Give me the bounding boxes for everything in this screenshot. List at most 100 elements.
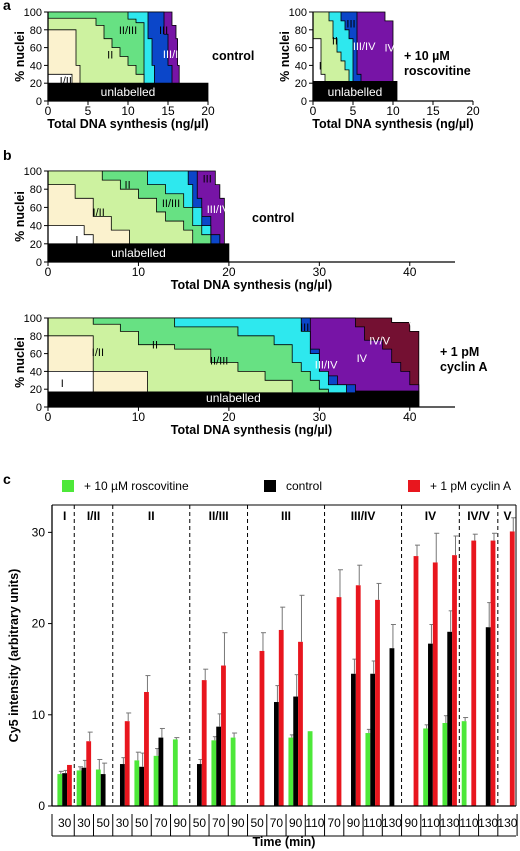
bar-4-2-2	[298, 641, 303, 806]
b-control-xtick-label-3: 30	[313, 265, 327, 279]
a-roscovitine-xtick-label-1: 5	[350, 104, 357, 118]
bar-1-1-0	[95, 769, 101, 806]
bar-2-0-1	[119, 764, 125, 806]
bar-6-1-0	[423, 728, 429, 806]
a-control-unlabelled-label: unlabelled	[101, 85, 156, 99]
bar-6-2-0	[442, 722, 448, 806]
a-control-stage-label-2: II	[107, 50, 113, 62]
bar-2-1-1	[139, 766, 145, 806]
legend-label-1: control	[286, 479, 322, 493]
bar-2-2-1	[158, 737, 164, 806]
time-label-4-2: 90	[289, 816, 303, 830]
a-control-stage-label-4: III	[159, 25, 168, 37]
a-control-ylabel: % nuclei	[13, 31, 27, 82]
time-label-5-3: 130	[382, 816, 402, 830]
bar-4-2-0	[288, 737, 294, 806]
b-cyclinA-condition-label-1: cyclin A	[440, 360, 487, 374]
bar-1-0-1	[81, 767, 87, 806]
bar-7-0-0	[461, 721, 467, 806]
bar-2-1-2	[144, 691, 149, 806]
bar-4-3-0	[307, 731, 313, 806]
legend-swatch-1	[264, 480, 276, 492]
a-control-xtick-label-2: 10	[121, 104, 135, 118]
time-label-5-1: 90	[347, 816, 361, 830]
time-label-2-1: 50	[135, 816, 149, 830]
b-cyclinA-xlabel: Total DNA synthesis (ng/µl)	[171, 423, 332, 437]
b-cyclinA-xtick-label-2: 20	[222, 410, 236, 424]
time-label-5-2: 110	[363, 816, 382, 830]
panel-letter-c: c	[3, 471, 11, 487]
b-control-stage-label-0: I	[75, 234, 78, 246]
legend-swatch-2	[408, 480, 420, 492]
a-roscovitine-stage-label-3: III/IV	[353, 41, 376, 53]
b-cyclinA-region-0	[47, 390, 420, 408]
time-label-2-0: 30	[116, 816, 130, 830]
bar-7-0-2	[471, 540, 477, 806]
b-control-xtick-label-0: 0	[45, 265, 52, 279]
bar-5-2-2	[375, 599, 380, 806]
b-control-ytick-label-2: 40	[30, 221, 42, 233]
bar-4-0-2	[259, 650, 265, 806]
legend-swatch-0	[62, 480, 74, 492]
b-control-stage-label-4: III	[203, 173, 212, 185]
bar-4-1-2	[278, 629, 284, 806]
bar-7-1-1	[485, 627, 491, 806]
stage-header-4: III	[281, 509, 291, 523]
bar-3-1-2	[221, 665, 226, 806]
b-cyclinA-xtick-label-0: 0	[45, 410, 52, 424]
time-label-4-0: 50	[250, 816, 264, 830]
time-label-5-0: 70	[327, 816, 341, 830]
stage-header-5: III/IV	[351, 509, 376, 523]
b-control-ytick-label-4: 80	[30, 184, 42, 196]
b-control-condition-label-0: control	[252, 211, 294, 225]
b-control-stage-label-6: IV	[220, 180, 231, 192]
time-label-6-2: 130	[440, 816, 460, 830]
bar-3-2-0	[230, 737, 236, 806]
a-roscovitine-stage-label-1: II	[332, 35, 338, 47]
bar-5-0-2	[336, 597, 342, 806]
b-cyclinA-stage-label-8: V	[408, 318, 416, 330]
a-control-ytick-label-2: 40	[30, 60, 42, 72]
legend-label-0: + 10 µM roscovitine	[84, 479, 189, 493]
a-control-xtick-label-3: 15	[161, 104, 175, 118]
bar-8-0-2	[509, 531, 515, 806]
b-control-xtick-label-1: 10	[132, 265, 146, 279]
bar-5-1-2	[355, 585, 361, 806]
a-control-stage-label-6: IV	[198, 25, 209, 37]
b-cyclinA-xtick-label-3: 30	[313, 410, 327, 424]
bar-1-1-1	[100, 774, 106, 806]
b-cyclinA-ytick-label-4: 80	[30, 331, 42, 343]
a-control-xtick-label-1: 5	[85, 104, 92, 118]
b-control-ytick-label-5: 100	[24, 166, 42, 178]
bar-5-1-1	[351, 673, 356, 806]
b-cyclinA-stage-label-3: II/III	[210, 356, 228, 368]
b-cyclinA-xtick-label-4: 40	[403, 410, 417, 424]
b-control-xtick-label-4: 40	[403, 265, 417, 279]
bar-3-1-0	[211, 740, 217, 806]
time-label-7-0: 110	[459, 816, 478, 830]
a-roscovitine-ytick-label-1: 20	[295, 78, 307, 90]
time-label-3-1: 70	[212, 816, 226, 830]
b-cyclinA-stage-label-7: IV/V	[369, 335, 390, 347]
bar-7-1-2	[490, 540, 496, 806]
a-roscovitine-ytick-label-5: 100	[289, 7, 307, 19]
a-control-xtick-label-0: 0	[45, 104, 52, 118]
a-control-xlabel: Total DNA synthesis (ng/µl)	[47, 117, 208, 131]
bar-2-0-2	[124, 721, 130, 806]
time-label-0-0: 30	[58, 816, 72, 830]
a-control-stage-label-5: III/IV	[163, 49, 186, 61]
bar-6-1-1	[428, 643, 433, 806]
bar-5-3-1	[389, 648, 395, 806]
b-cyclinA-xtick-label-1: 10	[132, 410, 146, 424]
b-control-unlabelled-label: unlabelled	[111, 246, 166, 260]
a-roscovitine-condition-label-1: roscovitine	[404, 64, 471, 78]
bar-6-2-2	[452, 555, 457, 806]
b-cyclinA-ytick-label-3: 60	[30, 349, 42, 361]
bar-0-0-0	[57, 774, 63, 806]
panel-letter-b: b	[3, 147, 12, 163]
a-roscovitine-xlabel: Total DNA synthesis (ng/µl)	[312, 117, 473, 131]
stage-header-3: II/III	[209, 509, 229, 523]
time-label-2-3: 90	[173, 816, 187, 830]
c-ytick-label-1: 10	[32, 708, 46, 722]
panel-letter-a: a	[3, 0, 11, 13]
